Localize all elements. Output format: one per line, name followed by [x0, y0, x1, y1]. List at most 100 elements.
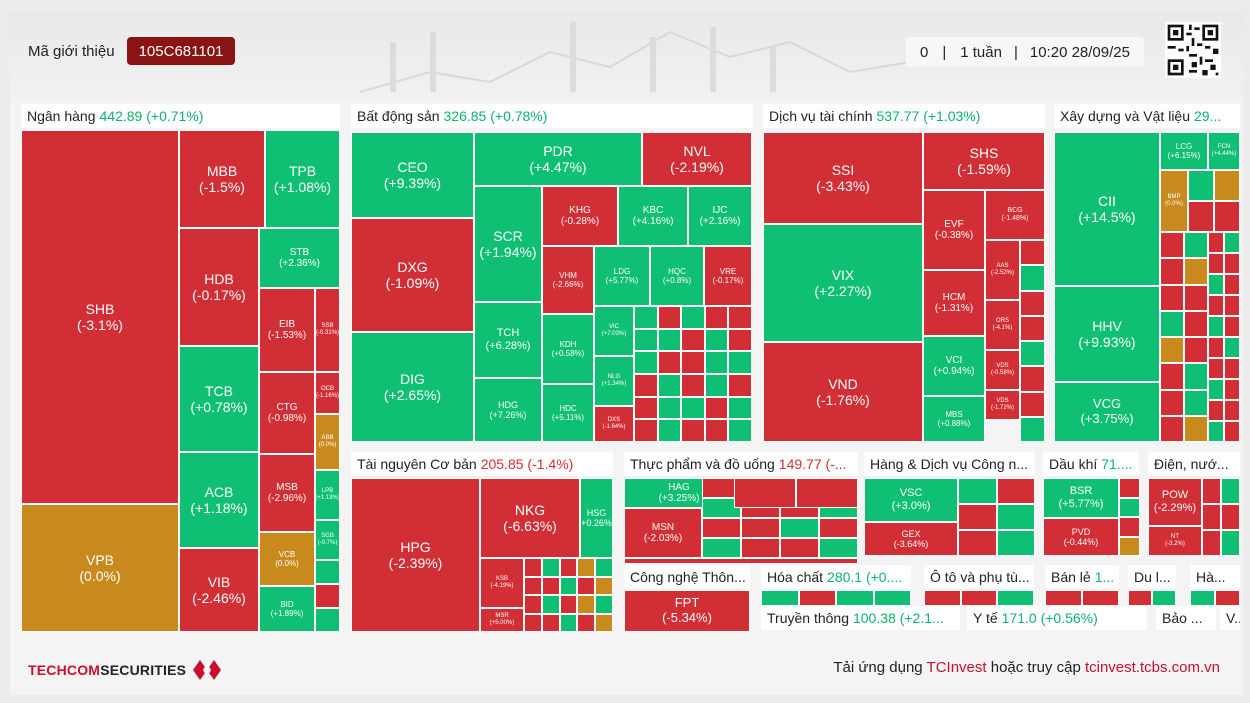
small-stock-tile[interactable] — [1160, 310, 1184, 337]
stock-tile[interactable]: KBC (+4.16%) — [618, 186, 688, 246]
small-stock-tile[interactable] — [559, 576, 578, 595]
small-stock-tile[interactable] — [728, 328, 752, 352]
small-stock-tile[interactable] — [1020, 290, 1045, 316]
small-stock-tile[interactable] — [1020, 315, 1045, 341]
small-stock-tile[interactable] — [836, 590, 874, 606]
small-stock-tile[interactable] — [1160, 232, 1184, 259]
small-stock-tile[interactable] — [1184, 232, 1208, 259]
small-stock-tile[interactable] — [728, 306, 752, 329]
stock-tile[interactable]: CTG (-0.98%) — [259, 372, 315, 454]
small-stock-tile[interactable] — [1160, 363, 1184, 390]
small-stock-tile[interactable] — [1214, 201, 1240, 232]
small-stock-tile[interactable] — [634, 396, 658, 420]
stock-tile[interactable]: VIX (+2.27%) — [763, 224, 923, 342]
stock-tile[interactable]: HPG (-2.39%) — [351, 478, 480, 632]
small-stock-tile[interactable] — [1188, 201, 1214, 232]
small-stock-tile[interactable] — [577, 613, 596, 632]
small-stock-tile[interactable] — [1184, 363, 1208, 390]
small-stock-tile[interactable] — [634, 374, 658, 397]
small-stock-tile[interactable] — [1208, 253, 1224, 274]
stock-tile[interactable]: MSN (-2.03%) — [624, 508, 702, 558]
stock-tile[interactable]: NVL (-2.19%) — [642, 132, 752, 186]
sector-title[interactable]: Tài nguyên Cơ bản 205.85 (-1.4%) — [351, 452, 613, 476]
stock-tile[interactable]: HDB (-0.17%) — [179, 228, 259, 346]
small-stock-tile[interactable] — [1020, 240, 1045, 266]
stock-tile[interactable]: LPB (+1.13%) — [315, 470, 340, 520]
sector-title[interactable]: Xây dựng và Vật liệu 29... — [1054, 104, 1240, 128]
small-stock-tile[interactable] — [1160, 415, 1184, 442]
small-stock-tile[interactable] — [595, 576, 613, 595]
stock-tile[interactable]: SHB (-3.1%) — [21, 130, 179, 504]
small-stock-tile[interactable] — [1184, 258, 1208, 285]
stock-tile[interactable]: VPB (0.0%) — [21, 504, 179, 632]
sector-title[interactable]: Công nghệ Thôn... — [624, 565, 750, 589]
stock-tile[interactable]: VND (-1.76%) — [763, 342, 923, 442]
small-stock-tile[interactable] — [702, 518, 741, 538]
stock-tile[interactable]: TPB (+1.08%) — [265, 130, 340, 228]
small-stock-tile[interactable] — [924, 590, 961, 606]
small-stock-tile[interactable] — [1020, 366, 1045, 392]
stock-tile[interactable]: FPT (-5.34%) — [624, 590, 750, 632]
sector-title[interactable]: Bảo ... — [1156, 606, 1216, 630]
stock-tile[interactable]: DIG (+2.65%) — [351, 332, 474, 442]
sector-title[interactable]: Thực phẩm và đồ uống 149.77 (-... — [624, 452, 858, 476]
stock-tile[interactable]: VDS (-0.58%) — [985, 350, 1020, 390]
small-stock-tile[interactable] — [1221, 504, 1240, 530]
small-stock-tile[interactable] — [958, 530, 997, 556]
sector-title[interactable]: Truyền thông 100.38 (+2.1... — [761, 606, 960, 630]
small-stock-tile[interactable] — [728, 351, 752, 374]
stock-tile[interactable]: ACB (+1.18%) — [179, 452, 259, 548]
small-stock-tile[interactable] — [577, 558, 596, 577]
small-stock-tile[interactable] — [1020, 416, 1045, 442]
sector-title[interactable]: Dầu khí 71.... — [1043, 452, 1139, 476]
stock-tile[interactable]: VCI (+0.94%) — [923, 336, 985, 396]
small-stock-tile[interactable] — [634, 328, 658, 352]
sector-title[interactable]: Bán lẻ 1... — [1045, 565, 1119, 589]
sector-title[interactable]: Hà... — [1190, 565, 1240, 589]
stock-tile[interactable]: SHS (-1.59%) — [923, 132, 1045, 190]
stock-tile[interactable]: AAS (-2.52%) — [985, 240, 1020, 300]
small-stock-tile[interactable] — [681, 328, 705, 352]
small-stock-tile[interactable] — [734, 478, 796, 508]
small-stock-tile[interactable] — [819, 518, 858, 538]
stock-tile[interactable]: BMP (0.0%) — [1160, 170, 1188, 232]
small-stock-tile[interactable] — [1128, 590, 1152, 606]
stock-tile[interactable]: TCH (+6.28%) — [474, 302, 542, 378]
small-stock-tile[interactable] — [1119, 517, 1140, 537]
small-stock-tile[interactable] — [704, 328, 729, 352]
small-stock-tile[interactable] — [1214, 170, 1240, 201]
small-stock-tile[interactable] — [634, 351, 658, 374]
small-stock-tile[interactable] — [524, 613, 542, 632]
small-stock-tile[interactable] — [819, 538, 858, 558]
small-stock-tile[interactable] — [798, 590, 836, 606]
stock-tile[interactable]: VIB (-2.46%) — [179, 548, 259, 632]
small-stock-tile[interactable] — [657, 396, 682, 420]
stock-tile[interactable]: ABB (0.0%) — [315, 414, 340, 470]
small-stock-tile[interactable] — [704, 306, 729, 329]
website-link[interactable]: tcinvest.tcbs.com.vn — [1084, 659, 1220, 676]
sector-title[interactable]: Dịch vụ tài chính 537.77 (+1.03%) — [763, 104, 1045, 128]
small-stock-tile[interactable] — [541, 576, 560, 595]
small-stock-tile[interactable] — [1208, 337, 1224, 358]
small-stock-tile[interactable] — [1045, 590, 1082, 606]
small-stock-tile[interactable] — [315, 608, 340, 632]
stock-tile[interactable]: SGB (-0.7%) — [315, 520, 340, 560]
stock-tile[interactable]: HHV (+9.93%) — [1054, 286, 1160, 382]
stock-tile[interactable]: HDG (+7.26%) — [474, 378, 542, 442]
small-stock-tile[interactable] — [741, 518, 780, 538]
stock-tile[interactable]: KHG (-0.28%) — [542, 186, 618, 246]
small-stock-tile[interactable] — [524, 576, 542, 595]
small-stock-tile[interactable] — [681, 396, 705, 420]
small-stock-tile[interactable] — [681, 374, 705, 397]
small-stock-tile[interactable] — [541, 613, 560, 632]
stock-tile[interactable]: VSC (+3.0%) — [864, 478, 958, 522]
sector-title[interactable]: Bất động sản 326.85 (+0.78%) — [351, 104, 753, 128]
small-stock-tile[interactable] — [958, 478, 997, 504]
stock-tile[interactable]: HDC (+5.11%) — [542, 384, 594, 442]
stock-tile[interactable]: DXS (-1.64%) — [594, 406, 634, 442]
small-stock-tile[interactable] — [996, 504, 1035, 530]
small-stock-tile[interactable] — [1184, 389, 1208, 416]
small-stock-tile[interactable] — [624, 558, 858, 564]
period-value[interactable]: 1 tuần — [960, 43, 1002, 61]
small-stock-tile[interactable] — [657, 419, 682, 442]
